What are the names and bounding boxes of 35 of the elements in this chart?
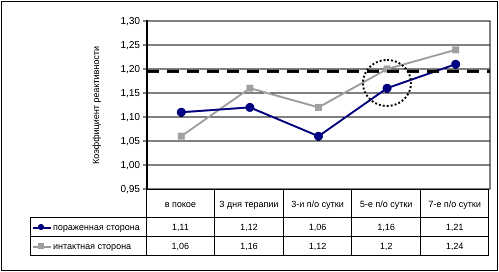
x-tick-label: в покое xyxy=(146,190,215,218)
y-tick-label: 0,95 xyxy=(120,184,140,195)
y-tick-label: 1,00 xyxy=(120,160,140,171)
x-tick-label: 5-е п/о сутки xyxy=(352,190,420,218)
point xyxy=(176,108,186,117)
data-label: 1,12 xyxy=(214,218,284,236)
y-tick-label: 1,20 xyxy=(120,64,140,75)
y-tick-label: 1,30 xyxy=(120,16,140,27)
point xyxy=(314,132,323,141)
point xyxy=(245,102,254,112)
y-tick-label: 1,05 xyxy=(120,136,140,147)
data-label: 1,12 xyxy=(283,236,352,256)
x-tick-label: 3 дня терапии xyxy=(214,190,284,218)
legend-label: пораженная сторона xyxy=(30,218,146,236)
data-label: 1,16 xyxy=(214,236,284,256)
point xyxy=(451,60,460,69)
data-label: 1,24 xyxy=(420,236,489,256)
legend-label: интактная сторона xyxy=(30,236,146,256)
data-label: 1,11 xyxy=(146,218,215,236)
data-label: 1,2 xyxy=(352,236,420,256)
data-label: 1,16 xyxy=(352,218,420,236)
data-label: 1,06 xyxy=(146,236,215,256)
y-axis-title: Коэффициент реактивности xyxy=(90,46,101,164)
y-tick-label: 1,15 xyxy=(120,88,140,99)
x-tick-label: 7-е п/о сутки xyxy=(420,190,489,218)
point xyxy=(452,46,460,54)
data-label: 1,21 xyxy=(420,218,489,236)
x-tick-label: 3-и п/о сутки xyxy=(283,190,352,218)
point xyxy=(382,84,392,93)
point xyxy=(315,104,322,111)
y-tick-label: 1,10 xyxy=(120,112,140,123)
point xyxy=(246,84,254,92)
y-tick-label: 1,25 xyxy=(120,40,140,51)
data-label: 1,06 xyxy=(283,218,352,236)
point xyxy=(178,132,185,140)
